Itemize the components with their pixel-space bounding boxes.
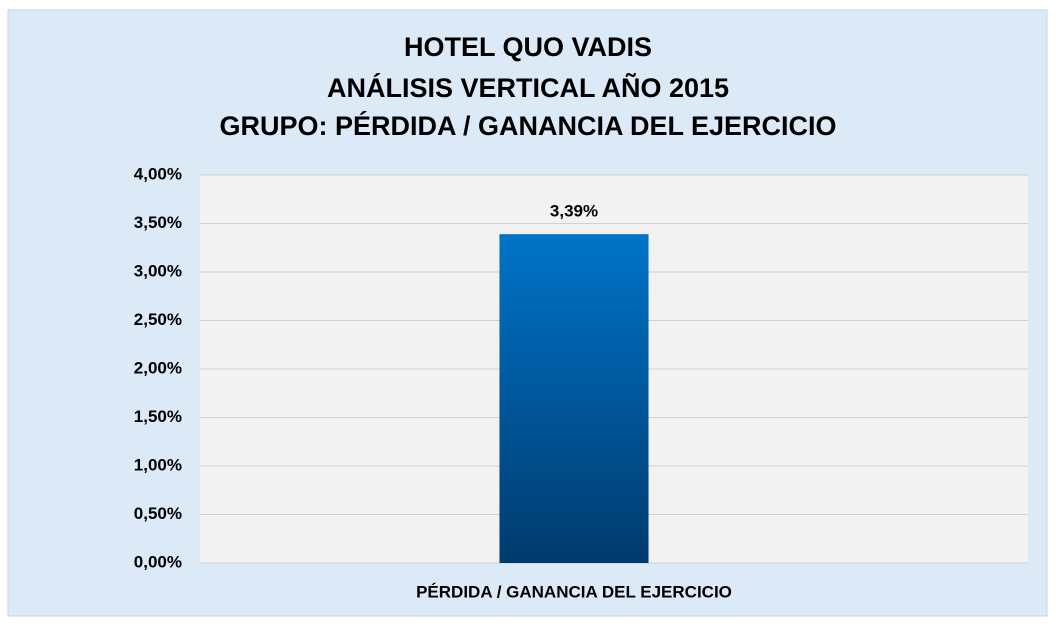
y-tick-label: 2,50% [134,310,182,329]
y-tick-label: 0,50% [134,504,182,523]
x-tick-label: PÉRDIDA / GANANCIA DEL EJERCICIO [416,582,732,601]
chart-title: GRUPO: PÉRDIDA / GANANCIA DEL EJERCICIO [219,110,836,141]
y-tick-label: 4,00% [134,164,182,183]
y-tick-label: 1,00% [134,455,182,474]
chart-title: HOTEL QUO VADIS [404,32,652,62]
y-tick-label: 1,50% [134,407,182,426]
bar [499,234,649,564]
chart-title: ANÁLISIS VERTICAL AÑO 2015 [327,72,729,103]
y-tick-label: 2,00% [134,358,182,377]
data-label: 3,39% [550,202,598,221]
y-tick-label: 3,00% [134,261,182,280]
y-tick-label: 0,00% [134,552,182,571]
y-tick-label: 3,50% [134,213,182,232]
